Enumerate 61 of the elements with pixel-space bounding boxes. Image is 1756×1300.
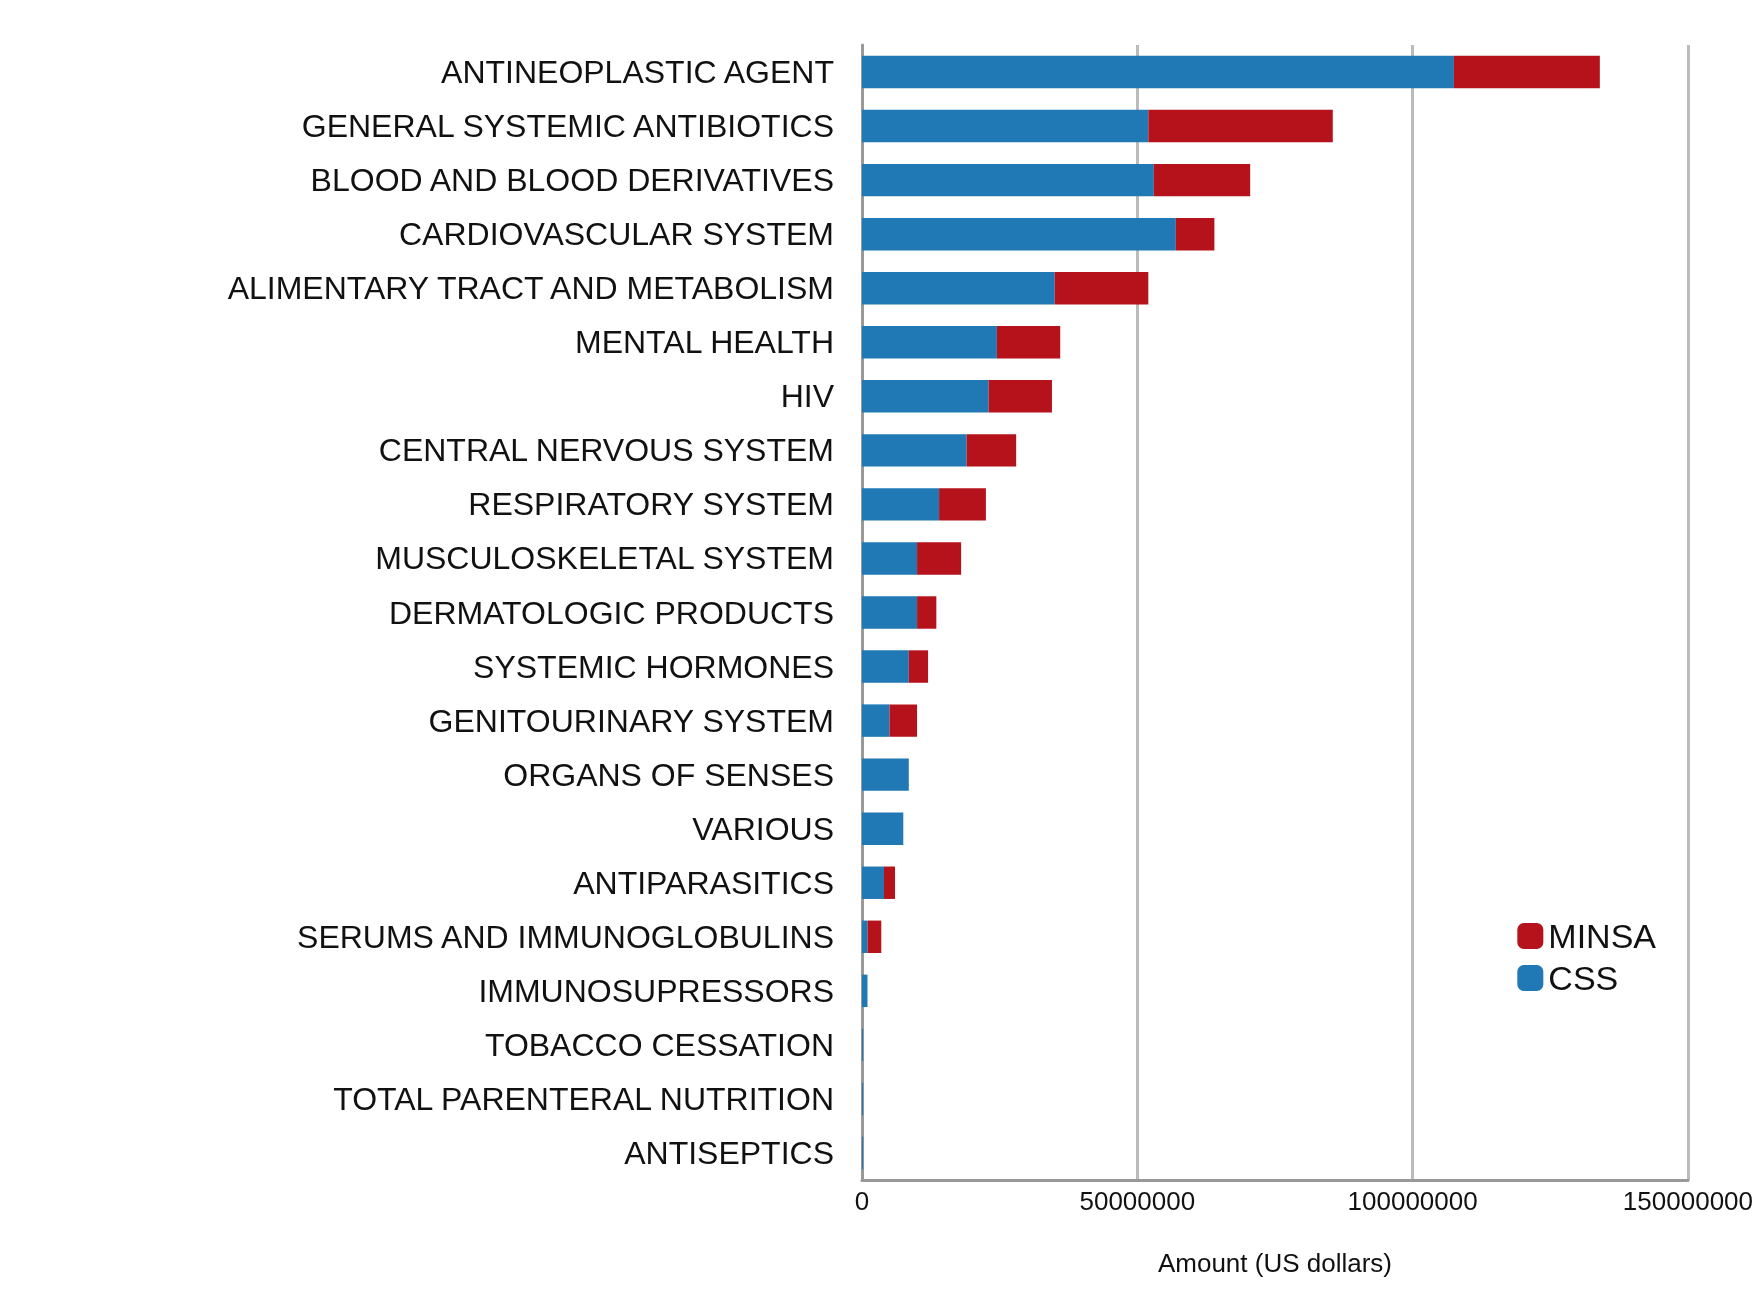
bar [862,272,1055,305]
bar [996,326,1061,359]
y-tick-label: GENERAL SYSTEMIC ANTIBIOTICS [301,108,834,145]
bar [862,163,1154,197]
y-tick-label: BLOOD AND BLOOD DERIVATIVES [310,162,834,199]
bar [862,704,890,737]
bar [1054,272,1149,305]
y-tick-label: GENITOURINARY SYSTEM [428,702,834,739]
y-tick-label: RESPIRATORY SYSTEM [468,486,834,523]
y-tick-label: DERMATOLOGIC PRODUCTS [388,594,834,631]
x-tick-label: 100000000 [1347,1186,1478,1216]
x-axis-title: Amount (US dollars) [1157,1248,1392,1278]
bar [862,326,997,359]
bar [862,109,1149,143]
y-tick-label: TOTAL PARENTERAL NUTRITION [333,1080,834,1117]
bar [966,434,1017,467]
y-tick-label: MUSCULOSKELETAL SYSTEM [375,540,834,577]
bar [867,920,882,953]
bar [862,920,868,953]
bar [917,596,937,629]
bar [862,55,1454,89]
bar [1148,109,1333,143]
y-tick-label: CARDIOVASCULAR SYSTEM [398,216,834,253]
bar [917,542,962,575]
y-tick-label: ANTISEPTICS [624,1134,834,1171]
bar [862,650,909,683]
legend-label: MINSA [1548,917,1657,955]
bar [862,596,918,629]
y-tick-label: CENTRAL NERVOUS SYSTEM [378,432,834,469]
bar [862,380,989,413]
bar [884,866,896,899]
bar [1175,217,1215,251]
y-tick-label: SYSTEMIC HORMONES [473,648,834,685]
y-tick-label: ORGANS OF SENSES [503,756,834,793]
bar [1453,55,1600,89]
bar [862,217,1176,251]
x-tick-label: 0 [854,1186,870,1216]
legend-label: CSS [1548,959,1619,997]
y-tick-label: VARIOUS [692,810,834,847]
bar [862,758,909,791]
bar [862,434,967,467]
bar [939,488,986,521]
x-tick-label: 150000000 [1622,1186,1753,1216]
bar [862,542,918,575]
y-tick-label: ANTINEOPLASTIC AGENT [441,54,834,91]
y-tick-label: IMMUNOSUPRESSORS [478,972,834,1009]
y-tick-label: SERUMS AND IMMUNOGLOBULINS [297,918,834,955]
bar [1153,163,1251,197]
bar [862,866,885,899]
x-tick-label: 50000000 [1079,1186,1196,1216]
bar [889,704,918,737]
bar [862,488,940,521]
y-tick-label: ANTIPARASITICS [573,864,834,901]
bar [862,974,868,1008]
bar [908,650,929,683]
y-tick-label: HIV [780,378,835,415]
y-tick-label: ALIMENTARY TRACT AND METABOLISM [227,270,834,307]
bar [862,812,904,845]
bar [988,380,1052,413]
y-tick-label: TOBACCO CESSATION [484,1026,834,1063]
y-tick-label: MENTAL HEALTH [575,324,834,361]
